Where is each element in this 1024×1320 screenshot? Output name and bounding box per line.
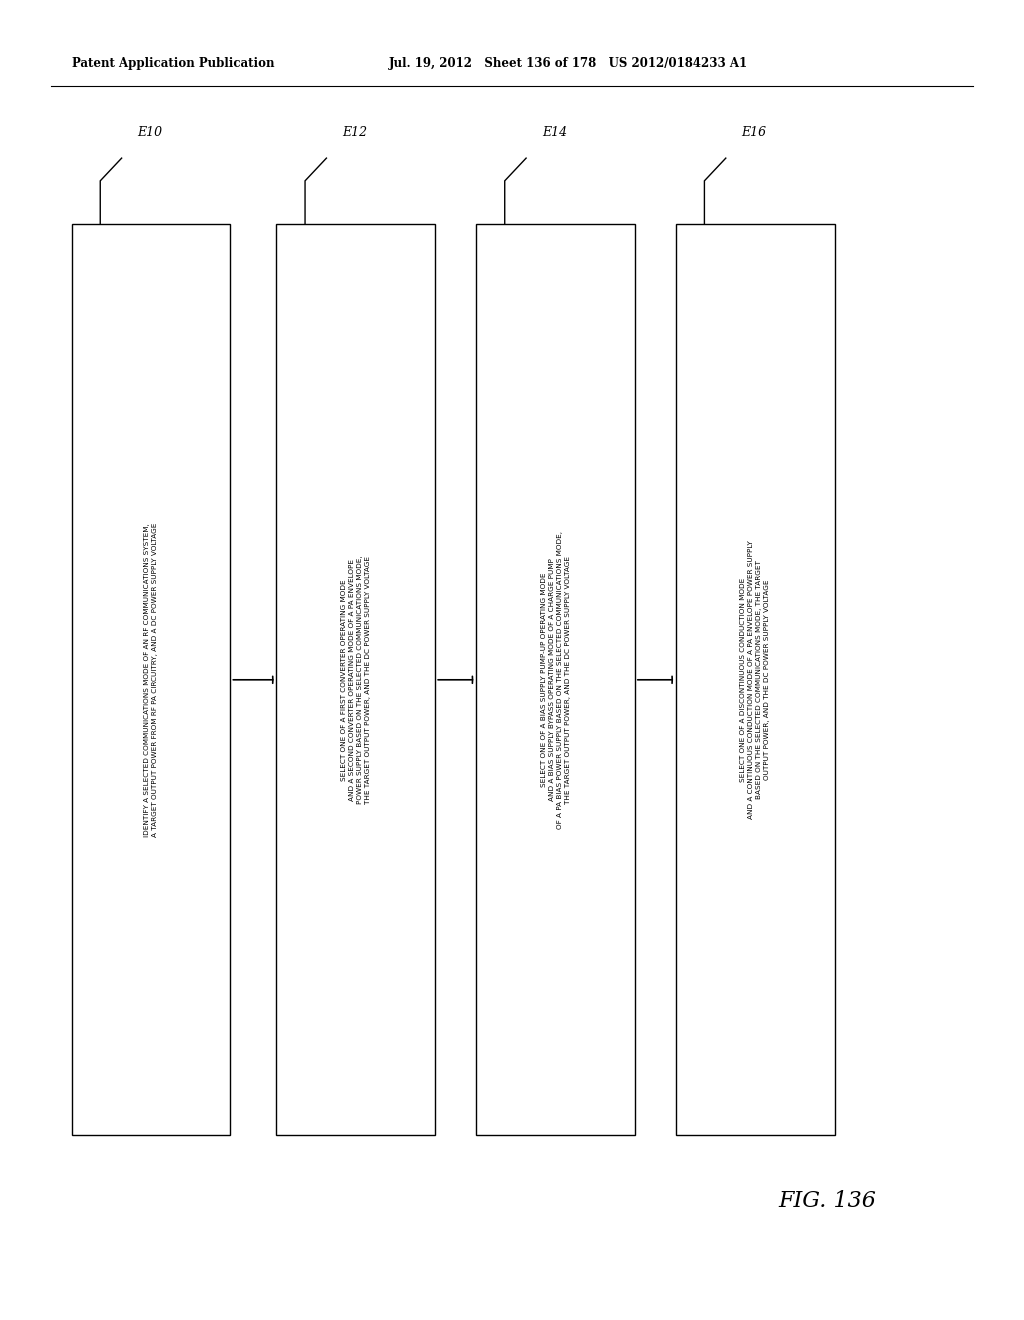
Bar <box>476 224 635 1135</box>
Text: E10: E10 <box>137 125 163 139</box>
Bar <box>676 224 835 1135</box>
Text: Jul. 19, 2012   Sheet 136 of 178   US 2012/0184233 A1: Jul. 19, 2012 Sheet 136 of 178 US 2012/0… <box>389 57 749 70</box>
Text: E16: E16 <box>741 125 767 139</box>
Text: SELECT ONE OF A FIRST CONVERTER OPERATING MODE
AND A SECOND CONVERTER OPERATING : SELECT ONE OF A FIRST CONVERTER OPERATIN… <box>341 556 371 804</box>
Text: SELECT ONE OF A BIAS SUPPLY PUMP-UP OPERATING MODE
AND A BIAS SUPPLY BYPASS OPER: SELECT ONE OF A BIAS SUPPLY PUMP-UP OPER… <box>541 531 570 829</box>
Text: E12: E12 <box>342 125 368 139</box>
Text: SELECT ONE OF A DISCONTINUOUS CONDUCTION MODE
AND A CONTINUOUS CONDUCTION MODE O: SELECT ONE OF A DISCONTINUOUS CONDUCTION… <box>740 540 770 820</box>
Text: E14: E14 <box>542 125 567 139</box>
Text: FIG. 136: FIG. 136 <box>778 1191 877 1212</box>
Bar <box>276 224 435 1135</box>
Text: Patent Application Publication: Patent Application Publication <box>72 57 274 70</box>
Text: IDENTIFY A SELECTED COMMUNICATIONS MODE OF AN RF COMMUNICATIONS SYSTEM,
A TARGET: IDENTIFY A SELECTED COMMUNICATIONS MODE … <box>144 523 158 837</box>
Bar <box>72 224 230 1135</box>
